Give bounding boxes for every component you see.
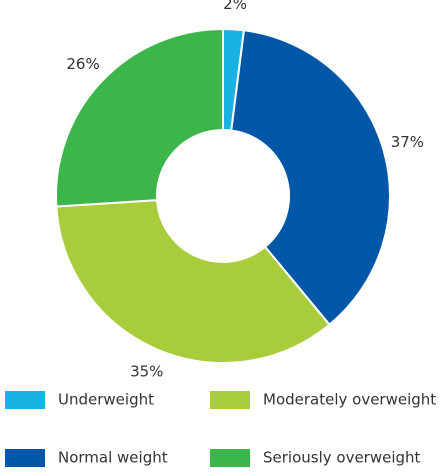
data-label: 2%	[223, 0, 247, 13]
legend-label: Moderately overweight	[263, 391, 436, 409]
legend-swatch	[5, 449, 45, 467]
data-label: 26%	[66, 55, 99, 73]
donut-slice	[55, 27, 224, 208]
legend-label: Seriously overweight	[263, 449, 421, 467]
legend-label: Normal weight	[58, 449, 168, 467]
donut-slice	[230, 29, 392, 327]
legend-swatch	[210, 391, 250, 409]
data-label: 37%	[391, 133, 424, 151]
donut-slice	[55, 199, 331, 364]
legend-swatch	[5, 391, 45, 409]
data-label: 35%	[130, 363, 163, 381]
legend-swatch	[210, 449, 250, 467]
legend-label: Underweight	[58, 391, 154, 409]
